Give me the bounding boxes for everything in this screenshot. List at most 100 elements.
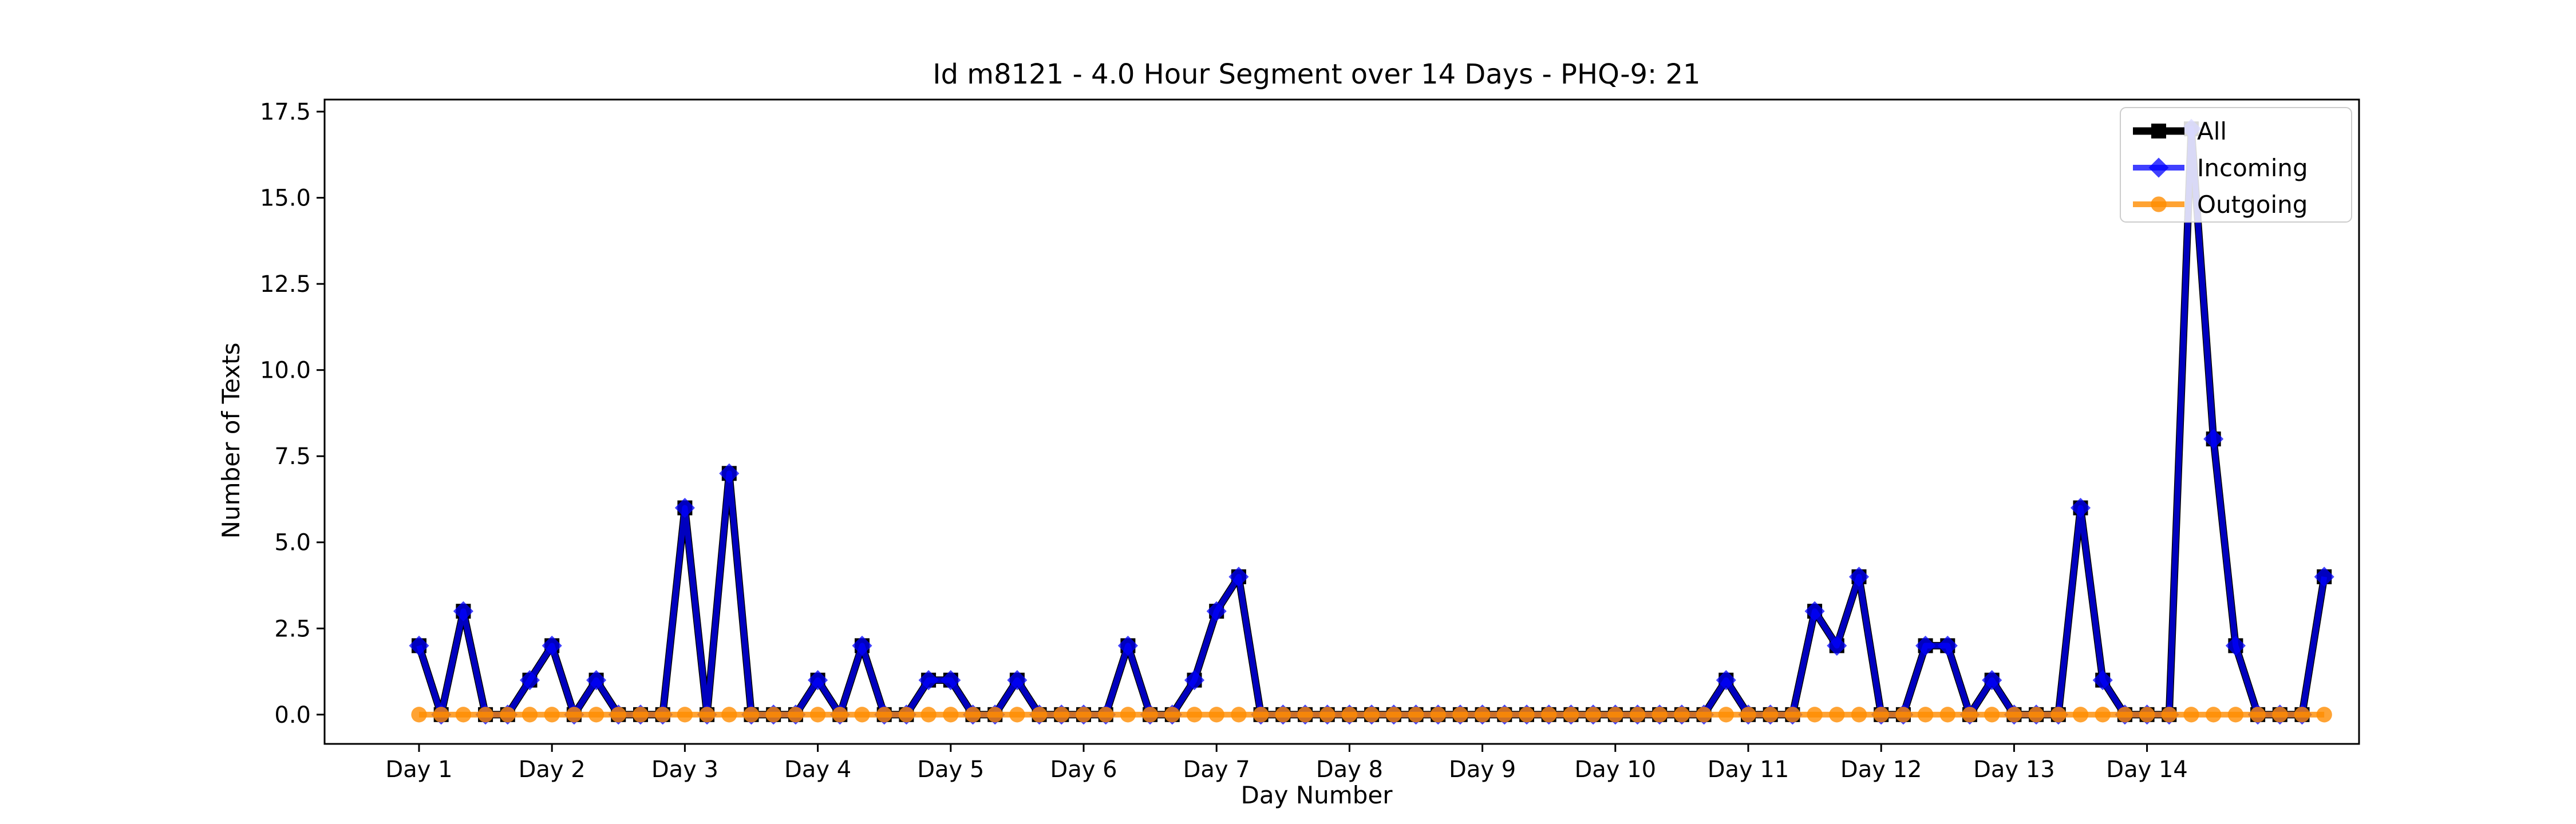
data-point xyxy=(433,707,449,723)
data-point xyxy=(1184,670,1205,691)
data-point xyxy=(1541,707,1557,723)
x-tick-label: Day 8 xyxy=(1316,756,1383,783)
data-point xyxy=(765,707,781,723)
data-point xyxy=(918,670,939,691)
data-point xyxy=(1607,707,1623,723)
data-point xyxy=(1851,707,1867,723)
legend-label: All xyxy=(2197,117,2227,145)
data-point xyxy=(876,707,892,723)
data-point xyxy=(1718,707,1734,723)
data-point xyxy=(1652,707,1668,723)
data-point xyxy=(2206,707,2222,723)
data-point xyxy=(655,707,671,723)
data-point xyxy=(1297,707,1313,723)
legend-item: Incoming xyxy=(2133,154,2308,182)
data-point xyxy=(544,707,560,723)
data-point xyxy=(852,635,872,656)
chart-title: Id m8121 - 4.0 Hour Segment over 14 Days… xyxy=(933,58,1700,90)
data-point xyxy=(1031,707,1048,723)
legend: All Incoming Outgoing xyxy=(2120,107,2352,223)
data-point xyxy=(743,707,760,723)
data-point xyxy=(2294,707,2310,723)
data-point xyxy=(1117,635,1138,656)
data-point xyxy=(943,707,959,723)
x-tick-label: Day 13 xyxy=(1973,756,2055,783)
data-point xyxy=(1804,601,1825,621)
data-point xyxy=(586,670,607,691)
data-point xyxy=(1341,707,1358,723)
data-point xyxy=(1496,707,1512,723)
data-point xyxy=(1206,601,1227,621)
legend-marker xyxy=(2148,157,2169,178)
data-point xyxy=(1939,707,1955,723)
data-point xyxy=(477,707,493,723)
data-point xyxy=(719,463,740,484)
data-point xyxy=(1848,566,1870,587)
data-point xyxy=(1053,707,1069,723)
data-point xyxy=(1474,707,1491,723)
data-point xyxy=(1829,707,1845,723)
y-tick-label: 15.0 xyxy=(260,185,311,212)
data-point xyxy=(1740,707,1756,723)
data-point xyxy=(519,670,540,691)
data-point xyxy=(1098,707,1114,723)
data-point xyxy=(1984,707,2000,723)
data-point xyxy=(1076,707,1092,723)
data-point xyxy=(1364,707,1380,723)
x-tick-label: Day 7 xyxy=(1183,756,1250,783)
data-point xyxy=(1895,707,1911,723)
data-point xyxy=(1674,707,1690,723)
data-point xyxy=(941,670,961,691)
data-point xyxy=(1585,707,1601,723)
data-point xyxy=(2250,707,2266,723)
data-point xyxy=(1962,707,1978,723)
data-point xyxy=(1164,707,1180,723)
data-point xyxy=(2203,429,2224,449)
data-point xyxy=(588,707,605,723)
data-point xyxy=(699,707,715,723)
x-tick-label: Day 5 xyxy=(917,756,984,783)
series-line xyxy=(415,125,2328,719)
data-point xyxy=(1009,707,1025,723)
x-tick-label: Day 9 xyxy=(1449,756,1516,783)
data-point xyxy=(1763,707,1779,723)
data-point xyxy=(1186,707,1203,723)
legend-marker xyxy=(2151,124,2166,138)
data-point xyxy=(455,707,472,723)
data-point xyxy=(2139,707,2155,723)
data-point xyxy=(2225,635,2246,656)
data-point xyxy=(808,670,828,691)
data-point xyxy=(1452,707,1468,723)
data-point xyxy=(1430,707,1446,723)
data-point xyxy=(2314,566,2334,587)
y-tick-label: 5.0 xyxy=(274,530,311,556)
data-point xyxy=(1275,707,1291,723)
x-tick-label: Day 4 xyxy=(784,756,851,783)
legend-item: Outgoing xyxy=(2133,191,2308,219)
data-point xyxy=(1228,566,1249,587)
x-tick-label: Day 14 xyxy=(2106,756,2188,783)
axis-ticks: 0.0 2.5 5.0 7.5 10.0 12.5 15.0 17.5 Day 1 Day 2 Da… xyxy=(260,99,2188,783)
x-tick-label: Day 12 xyxy=(1840,756,1922,783)
data-point xyxy=(2028,707,2044,723)
data-point xyxy=(674,497,695,518)
data-point xyxy=(2070,497,2091,518)
data-point xyxy=(1408,707,1424,723)
series-line xyxy=(416,126,2328,718)
x-tick-label: Day 3 xyxy=(651,756,718,783)
data-point xyxy=(1716,670,1736,691)
data-point xyxy=(2227,707,2244,723)
data-point xyxy=(453,601,473,621)
legend-item: All xyxy=(2133,117,2227,145)
legend-label: Incoming xyxy=(2197,154,2308,182)
data-point xyxy=(898,707,915,723)
data-point xyxy=(1696,707,1712,723)
data-point xyxy=(1784,707,1801,723)
axes-frame xyxy=(323,98,2360,745)
data-point xyxy=(542,635,562,656)
data-point xyxy=(854,707,870,723)
data-point xyxy=(1208,707,1224,723)
data-point xyxy=(2050,707,2067,723)
data-point xyxy=(1253,707,1269,723)
